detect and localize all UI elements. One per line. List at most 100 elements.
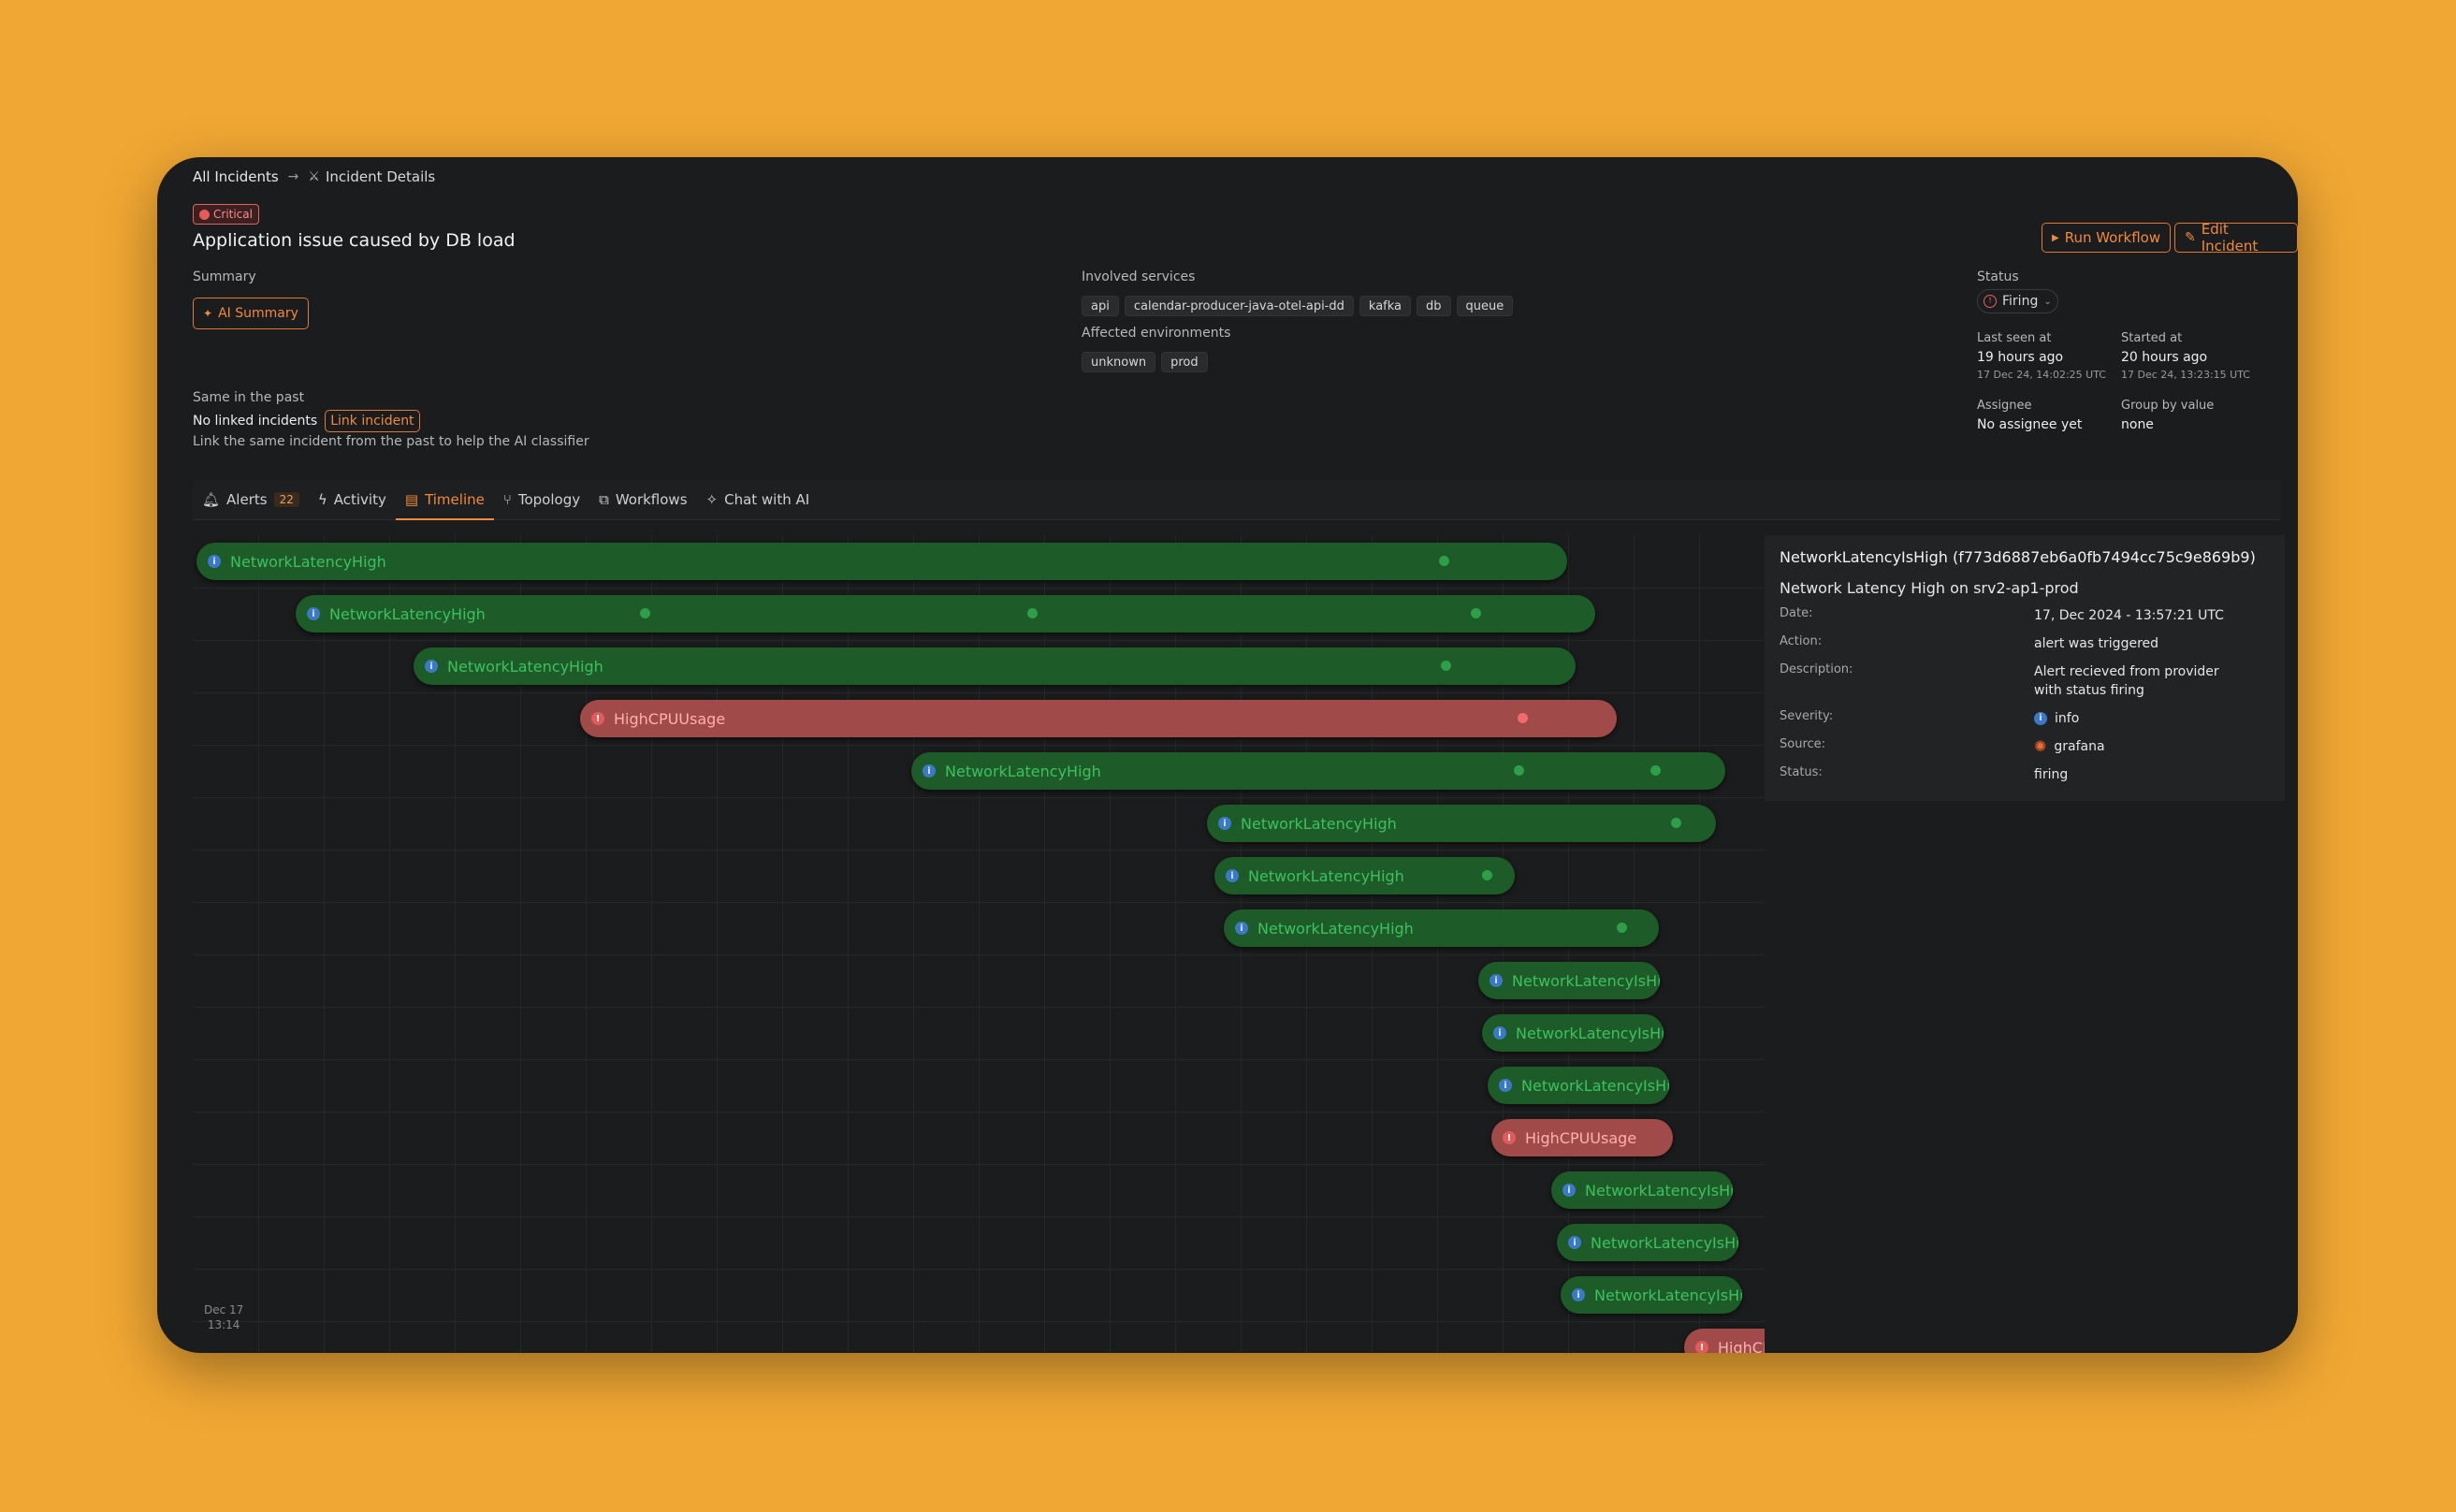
timeline-bar-label: NetworkLatencyHigh <box>230 552 386 571</box>
timeline-bar[interactable]: i NetworkLatencyIsHigh <box>1478 962 1660 999</box>
event-dot[interactable] <box>1617 923 1627 933</box>
edit-incident-button[interactable]: ✎ Edit Incident <box>2174 221 2298 254</box>
timeline-bar-label: NetworkLatencyHigh <box>1248 866 1404 885</box>
timeline-bar[interactable]: ! HighCPUUsage <box>1491 1119 1673 1156</box>
tab-topology-label: Topology <box>517 491 581 508</box>
timeline-bar[interactable]: i NetworkLatencyIsHigh <box>1488 1067 1669 1104</box>
timeline-bar[interactable]: i NetworkLatencyIsHigh <box>1551 1171 1733 1209</box>
critical-icon <box>199 209 210 220</box>
timeline-bar-label: NetworkLatencyIsHigh <box>1585 1181 1733 1199</box>
started-relative: 20 hours ago <box>2121 350 2208 365</box>
timeline-bar[interactable]: i NetworkLatencyHigh <box>1214 857 1515 894</box>
error-icon: ! <box>1695 1341 1708 1353</box>
event-dot[interactable] <box>1514 765 1524 776</box>
event-dot[interactable] <box>1441 661 1451 671</box>
status-select[interactable]: ! Firing ⌄ <box>1977 289 2058 313</box>
detail-row-date: Date: 17, Dec 2024 - 13:57:21 UTC <box>1780 606 2270 625</box>
detail-key: Status: <box>1780 765 1823 779</box>
source-value: grafana <box>2054 739 2105 754</box>
info-icon: i <box>1235 922 1248 935</box>
grid-line <box>1044 535 1045 1353</box>
incident-title: Application issue caused by DB load <box>193 230 516 251</box>
timeline-bar[interactable]: ! HighCPUUsage <box>580 700 1617 737</box>
grid-line <box>520 535 521 1353</box>
event-dot[interactable] <box>1471 608 1481 618</box>
grid-line <box>193 797 1765 798</box>
detail-key: Date: <box>1780 606 1813 620</box>
group-by-label: Group by value <box>2121 399 2215 413</box>
timeline-chart: i NetworkLatencyHigh i NetworkLatencyHigh i N… <box>193 535 1765 1353</box>
timeline-bar[interactable]: i NetworkLatencyHigh <box>296 595 1595 632</box>
detail-key: Description: <box>1780 662 1853 676</box>
timeline-bar[interactable]: i NetworkLatencyHigh <box>1224 909 1659 947</box>
event-dot[interactable] <box>1482 870 1492 880</box>
grid-line <box>193 1216 1765 1217</box>
event-dot[interactable] <box>1671 818 1681 828</box>
detail-value: i info <box>2034 709 2270 728</box>
sparkles-icon: ✧ <box>705 491 719 508</box>
breadcrumb-current-label: Incident Details <box>325 168 436 185</box>
timeline-bar-label: NetworkLatencyHigh <box>447 657 603 676</box>
timeline-bar-label: NetworkLatencyIsHigh <box>1521 1076 1669 1095</box>
timeline-bar[interactable]: ! HighCPUUsage <box>1684 1329 1765 1353</box>
detail-row-status: Status: firing <box>1780 765 2270 784</box>
event-dot[interactable] <box>640 608 650 618</box>
environment-chip: unknown <box>1082 352 1156 372</box>
detail-value: firing <box>2034 767 2069 782</box>
pencil-icon: ✎ <box>2185 230 2196 245</box>
timeline-axis-label: Dec 17 13:14 <box>204 1302 243 1332</box>
breadcrumb-current: ⚔ Incident Details <box>308 168 435 185</box>
grid-line <box>979 535 980 1353</box>
event-dot[interactable] <box>1518 713 1528 723</box>
timeline-bar[interactable]: i NetworkLatencyIsHigh <box>1557 1224 1738 1261</box>
timeline-bar[interactable]: i NetworkLatencyIsHigh <box>1482 1014 1664 1052</box>
info-icon: i <box>1218 817 1231 830</box>
service-chip: calendar-producer-java-otel-api-dd <box>1124 296 1354 316</box>
grid-line <box>324 535 325 1353</box>
detail-value: Alert recieved from provider with status… <box>2034 664 2219 698</box>
link-incident-button[interactable]: Link incident <box>325 410 420 432</box>
tab-timeline[interactable]: ▤ Timeline <box>395 480 494 520</box>
grid-line <box>193 1164 1765 1165</box>
topology-icon: ⑂ <box>502 491 512 508</box>
grid-line <box>193 640 1765 641</box>
axis-time: 13:14 <box>207 1318 240 1331</box>
grid-line <box>913 535 914 1353</box>
group-by-value: none <box>2121 417 2154 432</box>
services-list: api calendar-producer-java-otel-api-dd k… <box>1082 296 1514 316</box>
arrow-right-icon: → <box>287 169 299 184</box>
info-icon: i <box>1572 1288 1585 1301</box>
run-workflow-button[interactable]: ▶ Run Workflow <box>2042 223 2172 253</box>
grid-line <box>717 535 718 1353</box>
tab-bar: 🔔︎ Alerts 22 ϟ Activity ▤ Timeline ⑂ Top… <box>193 480 2281 520</box>
grid-line <box>586 535 587 1353</box>
tab-activity[interactable]: ϟ Activity <box>309 480 396 519</box>
timeline-bar[interactable]: i NetworkLatencyHigh <box>196 543 1567 580</box>
timeline-bar[interactable]: i NetworkLatencyHigh <box>911 752 1725 790</box>
grafana-icon: ✺ <box>2034 737 2047 755</box>
timeline-bar-label: NetworkLatencyHigh <box>329 604 486 623</box>
timeline-bar[interactable]: i NetworkLatencyHigh <box>1207 805 1716 842</box>
tab-topology[interactable]: ⑂ Topology <box>494 480 589 519</box>
tab-workflows[interactable]: ⧉ Workflows <box>589 480 696 519</box>
tab-activity-label: Activity <box>333 491 386 508</box>
event-dot[interactable] <box>1027 608 1038 618</box>
breadcrumb-all-incidents[interactable]: All Incidents <box>193 168 279 185</box>
ai-summary-button[interactable]: ✦ AI Summary <box>193 298 309 329</box>
grid-line <box>1175 535 1176 1353</box>
timeline-bar[interactable]: i NetworkLatencyHigh <box>414 647 1576 685</box>
severity-value: info <box>2055 711 2080 726</box>
event-dot[interactable] <box>1439 556 1449 566</box>
event-dot[interactable] <box>1650 765 1661 776</box>
timeline-bar-label: HighCPUUsage <box>1718 1338 1765 1354</box>
timeline-bar[interactable]: i NetworkLatencyIsHigh <box>1561 1276 1742 1314</box>
tab-alerts[interactable]: 🔔︎ Alerts 22 <box>193 480 309 519</box>
service-chip: db <box>1417 296 1451 316</box>
chevron-down-icon: ⌄ <box>2043 296 2052 307</box>
timeline-bar-label: NetworkLatencyIsHigh <box>1594 1286 1742 1304</box>
tab-chat-with-ai[interactable]: ✧ Chat with AI <box>697 480 820 519</box>
detail-header: NetworkLatencyIsHigh (f773d6887eb6a0fb74… <box>1780 548 2256 566</box>
grid-line <box>193 745 1765 746</box>
info-icon: i <box>1568 1236 1581 1249</box>
grid-line <box>193 1007 1765 1008</box>
